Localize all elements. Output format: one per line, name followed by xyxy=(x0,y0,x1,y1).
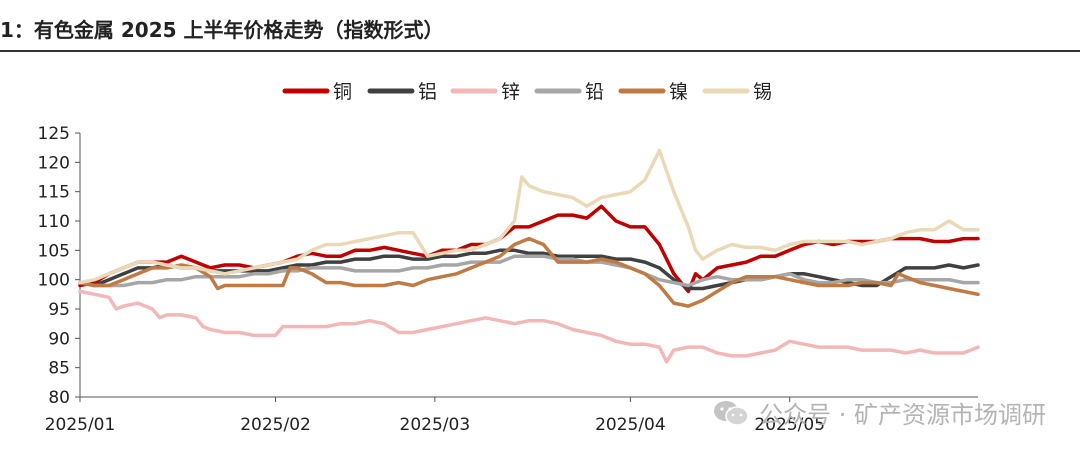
legend-label: 锌 xyxy=(501,81,520,103)
legend-item-5: 镍 xyxy=(618,81,688,103)
page-title: 1：有色金属 2025 上半年价格走势（指数形式） xyxy=(0,18,444,42)
series-line-4 xyxy=(78,254,980,288)
legend-label: 铅 xyxy=(585,81,604,103)
legend-label: 铜 xyxy=(333,81,352,103)
x-tick-label: 2025/03 xyxy=(400,415,471,435)
series-line-3 xyxy=(78,289,980,364)
wechat-icon xyxy=(714,400,749,426)
chart-legend: 铜铝锌铅镍锡 xyxy=(282,81,772,103)
legend-label: 铝 xyxy=(418,81,437,103)
chart-series-lines xyxy=(78,148,980,364)
legend-label: 镍 xyxy=(669,81,688,103)
y-tick-label: 110 xyxy=(38,212,70,232)
series-line-2 xyxy=(78,248,980,291)
legend-item-2: 铝 xyxy=(367,81,437,103)
y-tick-label: 85 xyxy=(48,359,70,379)
x-tick-label: 2025/02 xyxy=(240,415,311,435)
legend-item-6: 锡 xyxy=(702,81,772,103)
title-divider xyxy=(0,50,1080,52)
legend-item-3: 锌 xyxy=(450,81,520,103)
y-tick-label: 120 xyxy=(38,153,70,173)
x-tick-label: 2025/05 xyxy=(754,415,825,435)
y-tick-label: 90 xyxy=(48,329,70,349)
y-tick-label: 105 xyxy=(38,241,70,261)
series-line-1 xyxy=(78,204,980,294)
legend-item-4: 铅 xyxy=(534,81,604,103)
series-line-6 xyxy=(78,148,980,285)
y-tick-label: 100 xyxy=(38,271,70,291)
y-tick-label: 125 xyxy=(38,124,70,144)
watermark: 公众号 · 矿产资源市场调研 xyxy=(711,395,1046,430)
x-tick-label: 2025/04 xyxy=(595,415,666,435)
x-tick-label: 2025/01 xyxy=(45,415,116,435)
watermark-text: 公众号 · 矿产资源市场调研 xyxy=(759,401,1046,429)
y-tick-label: 115 xyxy=(38,183,70,203)
y-tick-label: 95 xyxy=(48,300,70,320)
series-line-5 xyxy=(78,236,980,308)
legend-label: 锡 xyxy=(753,81,772,103)
legend-item-1: 铜 xyxy=(282,81,352,103)
chart-axes: 80 85 90 95 100 105 110 115 120 125 2025/01 2025/02… xyxy=(38,124,978,435)
y-tick-label: 80 xyxy=(48,388,70,408)
